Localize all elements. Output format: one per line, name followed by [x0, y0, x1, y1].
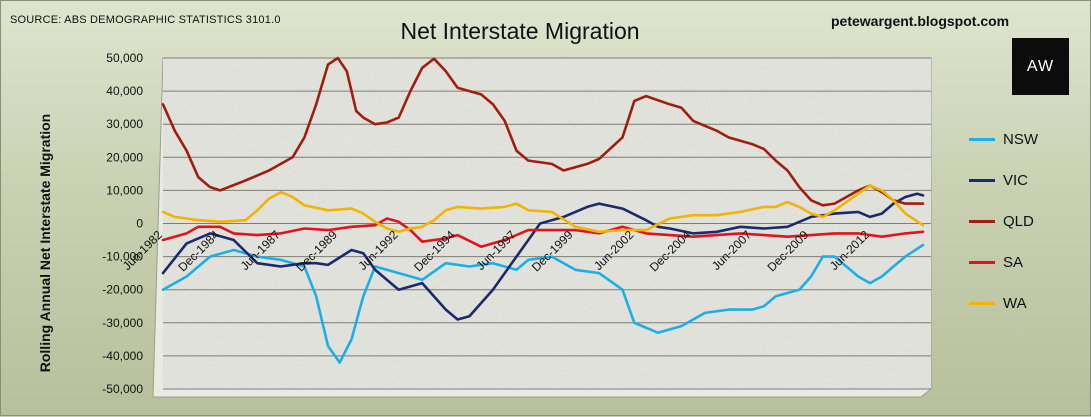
legend-item-sa: SA — [969, 252, 1023, 272]
legend-label: VIC — [1003, 171, 1029, 189]
y-tick-label: -50,000 — [102, 382, 143, 396]
y-tick-label: 0 — [136, 217, 143, 231]
series-line-nsw — [161, 243, 925, 364]
legend-item-nsw: NSW — [969, 129, 1038, 149]
legend-swatch — [969, 301, 995, 305]
legend-swatch — [969, 260, 995, 264]
y-tick-label: 10,000 — [106, 183, 143, 197]
legend-swatch — [969, 137, 995, 141]
series-line-vic — [161, 192, 925, 321]
legend-label: QLD — [1003, 212, 1034, 230]
legend-label: WA — [1003, 294, 1027, 312]
legend-swatch — [969, 219, 995, 223]
y-tick-label: -30,000 — [102, 316, 143, 330]
legend-item-wa: WA — [969, 293, 1027, 313]
y-tick-label: -40,000 — [102, 349, 143, 363]
legend-swatch — [969, 178, 995, 182]
y-tick-label: 40,000 — [106, 84, 143, 98]
y-tick-label: -20,000 — [102, 283, 143, 297]
series-line-qld — [161, 56, 925, 207]
aw-logo: AW — [1012, 38, 1069, 95]
legend-item-qld: QLD — [969, 211, 1034, 231]
y-tick-label: 30,000 — [106, 117, 143, 131]
chart-title: Net Interstate Migration — [400, 18, 640, 44]
source-note: SOURCE: ABS DEMOGRAPHIC STATISTICS 3101.… — [10, 14, 281, 26]
site-url: petewargent.blogspot.com — [831, 13, 1010, 29]
y-tick-label: 50,000 — [106, 51, 143, 65]
series-line-sa — [161, 217, 925, 248]
legend-item-vic: VIC — [969, 170, 1028, 190]
y-tick-label: -10,000 — [102, 250, 143, 264]
y-tick-label: 20,000 — [106, 150, 143, 164]
legend-label: NSW — [1003, 130, 1038, 148]
series-line-wa — [161, 184, 925, 234]
legend-label: SA — [1003, 253, 1024, 271]
